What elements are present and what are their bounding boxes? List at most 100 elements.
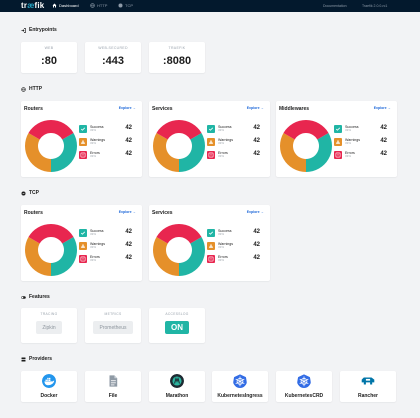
status-donut-chart xyxy=(153,224,205,276)
donut-slice-warnings xyxy=(280,133,307,172)
top-nav-bar: træfik Dashboard HTTP TCP Documentation … xyxy=(0,0,420,12)
tcp-section-title: TCP xyxy=(21,190,39,196)
check-icon xyxy=(79,228,87,237)
stat-percent: 33% xyxy=(218,140,225,145)
provider-name: Marathon xyxy=(165,393,189,399)
server-icon xyxy=(21,357,26,361)
feature-name: METRICS xyxy=(104,312,122,316)
donut-slice-success xyxy=(179,237,205,276)
check-icon xyxy=(79,124,87,133)
explore-link[interactable]: Explore → xyxy=(118,106,136,110)
nav-tcp[interactable]: TCP xyxy=(118,3,133,8)
stat-label: Errors xyxy=(90,150,100,155)
status-donut-chart xyxy=(280,120,332,172)
stat-percent: 33% xyxy=(218,231,225,236)
provider-card-kubernetes-ingress: KubernetesIngress xyxy=(212,371,268,402)
donut-slice-success xyxy=(51,237,78,276)
donut-slice-errors xyxy=(28,120,74,140)
donut-slice-success xyxy=(179,133,205,172)
donut-slice-errors xyxy=(283,120,329,140)
feature-value-badge: Zipkin xyxy=(36,321,62,334)
donut-slice-warnings xyxy=(153,237,180,276)
documentation-link[interactable]: Documentation xyxy=(323,3,347,8)
stat-label: Success xyxy=(218,228,232,233)
provider-card-marathon: Marathon xyxy=(149,371,205,402)
entrypoints-title-text: Entrypoints xyxy=(29,27,57,33)
warning-icon xyxy=(207,137,215,146)
status-donut-chart xyxy=(24,224,78,276)
http-section-title: HTTP xyxy=(21,86,42,92)
provider-name: Rancher xyxy=(357,393,378,399)
feature-name: ACCESSLOG xyxy=(165,312,189,316)
stat-label: Errors xyxy=(218,254,228,259)
stat-percent: 33% xyxy=(345,153,352,158)
entrypoint-card-traefik: TRAEFIK :8080 xyxy=(149,42,205,73)
entrypoint-card-web: WEB :80 xyxy=(21,42,77,73)
entrypoints-section-title: Entrypoints xyxy=(21,27,57,33)
kubernetes-icon xyxy=(297,374,311,388)
traefik-logo[interactable]: træfik xyxy=(21,1,44,10)
http-services-card: Services Explore → Success 33% 42 Warnings 33%… xyxy=(149,101,270,177)
nav-http-label: HTTP xyxy=(97,3,108,8)
toggle-icon xyxy=(21,295,26,299)
stat-row-warnings: Warnings 33% 42 xyxy=(207,241,260,250)
entrypoint-name: TRAEFIK xyxy=(168,46,186,50)
stat-row-success: Success 33% 42 xyxy=(207,228,260,237)
check-icon xyxy=(334,124,342,133)
tcp-services-card: Services Explore → Success 33% 42 Warnings 33%… xyxy=(149,205,270,281)
stat-percent: 33% xyxy=(345,140,352,145)
check-icon xyxy=(207,124,215,133)
warning-icon xyxy=(334,137,342,146)
stat-row-errors: Errors 33% 42 xyxy=(207,254,260,263)
provider-name: KubernetesCRD xyxy=(284,393,324,399)
explore-link[interactable]: Explore → xyxy=(246,210,264,214)
docker-icon xyxy=(42,374,56,388)
stat-label: Success xyxy=(345,124,359,129)
explore-link[interactable]: Explore → xyxy=(373,106,391,110)
warning-icon xyxy=(207,241,215,250)
stat-percent: 33% xyxy=(218,153,225,158)
provider-card-docker: Docker xyxy=(21,371,77,402)
features-title-text: Features xyxy=(29,294,50,300)
stat-percent: 33% xyxy=(90,231,97,236)
stat-count: 42 xyxy=(253,125,260,131)
entrypoint-name: WEB-SECURED xyxy=(98,46,128,50)
stat-row-errors: Errors 33% 42 xyxy=(79,254,132,263)
donut-slice-warnings xyxy=(24,133,52,172)
login-icon xyxy=(21,27,26,33)
donut-slice-errors xyxy=(156,224,202,244)
error-icon xyxy=(79,150,87,159)
explore-link[interactable]: Explore → xyxy=(118,210,136,214)
stat-percent: 33% xyxy=(90,127,97,132)
stat-label: Warnings xyxy=(218,137,234,142)
stat-row-success: Success 33% 42 xyxy=(334,124,387,133)
tcp-icon xyxy=(118,3,123,8)
explore-link[interactable]: Explore → xyxy=(246,106,264,110)
nav-dashboard[interactable]: Dashboard xyxy=(52,3,79,8)
provider-name: Docker xyxy=(40,393,58,399)
nav-http[interactable]: HTTP xyxy=(90,3,107,8)
stat-percent: 33% xyxy=(218,244,225,249)
stat-count: 42 xyxy=(125,242,132,248)
stat-percent: 33% xyxy=(90,153,97,158)
stat-row-errors: Errors 33% 42 xyxy=(79,150,132,159)
globe-icon xyxy=(21,86,26,92)
entrypoint-port: :80 xyxy=(41,55,57,67)
stat-percent: 33% xyxy=(90,244,97,249)
stat-label: Warnings xyxy=(218,241,234,246)
stat-count: 42 xyxy=(253,229,260,235)
provider-card-file: File xyxy=(85,371,141,402)
file-icon xyxy=(109,375,118,387)
card-title: Routers xyxy=(24,210,43,216)
entrypoint-card-web-secured: WEB-SECURED :443 xyxy=(85,42,141,73)
tcp-icon xyxy=(21,191,26,195)
stat-row-warnings: Warnings 33% 42 xyxy=(334,137,387,146)
stat-label: Errors xyxy=(90,254,100,259)
donut-slice-warnings xyxy=(153,133,180,172)
stat-label: Success xyxy=(90,228,104,233)
tcp-title-text: TCP xyxy=(29,190,39,196)
stat-percent: 33% xyxy=(90,140,97,145)
stat-count: 42 xyxy=(125,125,132,131)
donut-slice-warnings xyxy=(24,237,52,276)
error-icon xyxy=(207,254,215,263)
